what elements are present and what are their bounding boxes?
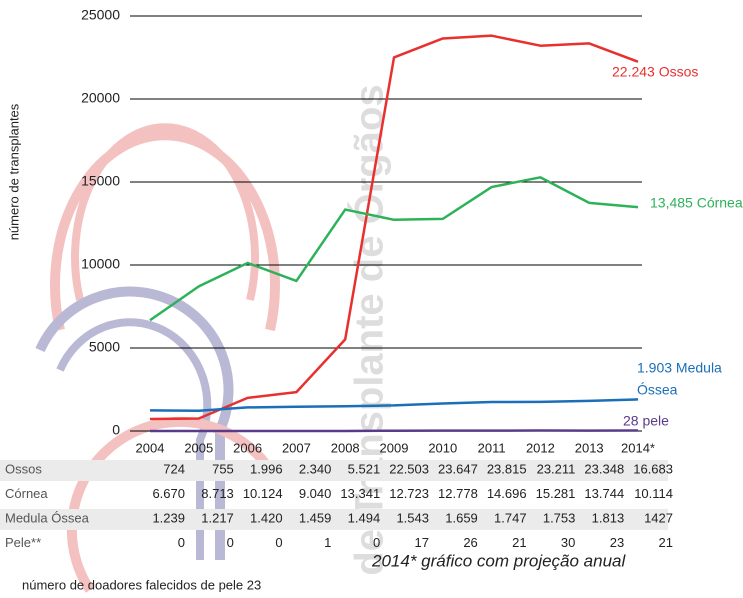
table-cell: 14.696	[487, 486, 527, 501]
table-cell: 1.996	[250, 461, 283, 476]
table-cell: 15.281	[536, 486, 576, 501]
table-cell: 23	[610, 535, 624, 550]
table-cell: 21	[512, 535, 526, 550]
y-tick-label: 5000	[89, 339, 120, 355]
x-tick-label: 2013	[575, 440, 604, 455]
table-cell: 724	[163, 461, 185, 476]
x-tick-label: 2006	[233, 440, 262, 455]
series-line	[149, 176, 639, 322]
x-tick-label: 2004	[136, 440, 165, 455]
row-header: Pele**	[5, 535, 41, 550]
end-label: 28 pele	[623, 413, 669, 429]
table-cell: 12.723	[389, 486, 429, 501]
y-tick-label: 10000	[81, 256, 120, 272]
table-cell: 755	[212, 461, 234, 476]
row-header: Medula Óssea	[5, 510, 90, 525]
table-cell: 1427	[644, 510, 673, 525]
table-cell: 23.348	[584, 461, 624, 476]
table-cell: 1.217	[201, 510, 234, 525]
row-background	[0, 460, 668, 481]
x-tick-label: 2010	[428, 440, 457, 455]
table-cell: 26	[463, 535, 477, 550]
row-header: Córnea	[5, 486, 48, 501]
x-tick-label: 2008	[331, 440, 360, 455]
table-cell: 23.647	[438, 461, 478, 476]
table-cell: 22.503	[389, 461, 429, 476]
table-cell: 0	[373, 535, 380, 550]
table-cell: 12.778	[438, 486, 478, 501]
y-tick-label: 20000	[81, 90, 120, 106]
row-header: Ossos	[5, 461, 42, 476]
table-cell: 13.744	[584, 486, 624, 501]
series-line	[149, 34, 639, 421]
table-cell: 1.420	[250, 510, 283, 525]
y-tick-label: 15000	[81, 173, 120, 189]
table-cell: 16.683	[633, 461, 673, 476]
table-cell: 1.239	[152, 510, 185, 525]
table-cell: 1.753	[543, 510, 576, 525]
table-cell: 10.114	[634, 486, 673, 501]
table-cell: 23.211	[537, 461, 576, 476]
table-cell: 1.543	[396, 510, 429, 525]
table-cell: 1.813	[592, 510, 625, 525]
x-tick-label: 2014*	[621, 440, 655, 455]
table-cell: 17	[415, 535, 429, 550]
table-cell: 0	[227, 535, 234, 550]
table-cell: 13.341	[340, 486, 380, 501]
x-tick-label: 2009	[380, 440, 409, 455]
table-cell: 9.040	[299, 486, 332, 501]
table-cell: 1.659	[445, 510, 478, 525]
series-line	[149, 398, 639, 413]
y-tick-label: 0	[112, 422, 120, 438]
y-tick-label: 25000	[81, 7, 120, 23]
table-cell: 21	[659, 535, 673, 550]
table-cell: 0	[275, 535, 282, 550]
end-label: Óssea	[637, 382, 678, 398]
table-cell: 2.340	[299, 461, 332, 476]
note: 2014* gráfico com projeção anual	[371, 551, 626, 570]
table-cell: 10.124	[243, 486, 283, 501]
x-tick-label: 2012	[526, 440, 555, 455]
table-cell: 1.494	[348, 510, 381, 525]
table-cell: 6.670	[152, 486, 185, 501]
table-cell: 23.815	[487, 461, 527, 476]
table-cell: 30	[561, 535, 575, 550]
x-tick-label: 2005	[184, 440, 213, 455]
table-cell: 1.747	[494, 510, 527, 525]
y-axis-label: número de transplantes	[6, 103, 21, 240]
footnote: número de doadores falecidos de pele 23	[22, 577, 261, 592]
table-cell: 1.459	[299, 510, 332, 525]
end-label: 13,485 Córnea	[650, 195, 743, 211]
end-label: 1.903 Medula	[637, 360, 722, 376]
watermark: de Transplante de Órgãos	[346, 84, 392, 575]
table-cell: 5.521	[348, 461, 381, 476]
x-tick-label: 2007	[282, 440, 311, 455]
end-label: 22.243 Ossos	[612, 64, 698, 80]
table-cell: 0	[178, 535, 185, 550]
table-cell: 8.713	[201, 486, 234, 501]
decoration	[35, 123, 280, 593]
x-tick-label: 2011	[478, 440, 506, 455]
row-background	[0, 509, 668, 530]
table-cell: 1	[324, 535, 331, 550]
